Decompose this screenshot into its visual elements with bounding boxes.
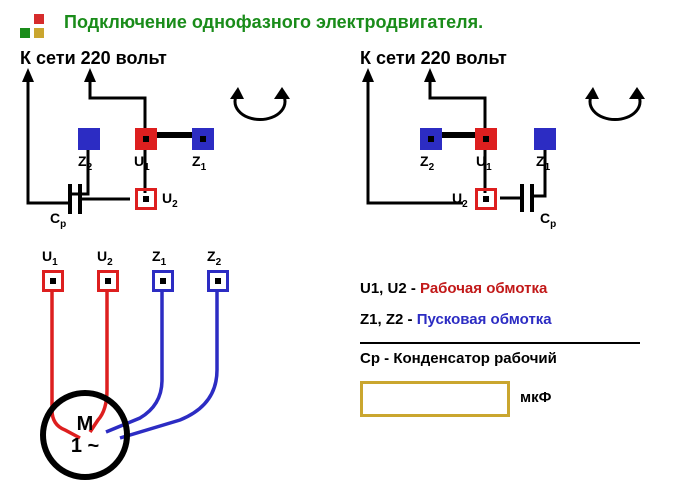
motor-term-z1 — [152, 270, 174, 292]
motor-symbol: M 1 ~ — [40, 390, 130, 480]
motor-line2: 1 ~ — [71, 435, 99, 457]
page-title: Подключение однофазного электродвигателя… — [64, 12, 483, 33]
motor-label-z1: Z1 — [152, 248, 166, 268]
label-cp-right: Cр — [540, 210, 556, 230]
label-z1-r: Z1 — [536, 153, 550, 173]
terminal-z1-right — [534, 128, 556, 150]
label-u1-r: U1 — [476, 153, 492, 173]
motor-term-z2 — [207, 270, 229, 292]
label-u2-r: U2 — [452, 190, 468, 210]
legend-row-starting: Z1, Z2 - Пусковая обмотка — [360, 311, 640, 328]
terminal-u1-right — [475, 128, 497, 150]
right-circuit-wires — [0, 48, 690, 228]
motor-label-z2: Z2 — [207, 248, 221, 268]
motor-line1: M — [77, 413, 94, 435]
label-z2-r: Z2 — [420, 153, 434, 173]
circuit-diagrams: К сети 220 вольт Z2 U1 Z1 U2 Cр К сети 2… — [0, 48, 690, 228]
legend-row-cap: Cр - Конденсатор рабочий — [360, 342, 640, 367]
legend-starting-prefix: Z1, Z2 - — [360, 311, 417, 328]
motor-terminals-area: U1 U2 Z1 Z2 M 1 ~ — [20, 250, 320, 480]
legend-row-working: U1, U2 - Рабочая обмотка — [360, 280, 640, 297]
legend-starting-text: Пусковая обмотка — [417, 311, 552, 328]
motor-term-u2 — [97, 270, 119, 292]
legend: U1, U2 - Рабочая обмотка Z1, Z2 - Пусков… — [360, 280, 640, 435]
terminal-z2-right — [420, 128, 442, 150]
legend-working-prefix: U1, U2 - — [360, 280, 420, 297]
legend-working-text: Рабочая обмотка — [420, 280, 547, 297]
motor-label-u2: U2 — [97, 248, 113, 268]
legend-unit: мкФ — [520, 389, 551, 406]
motor-label-u1: U1 — [42, 248, 58, 268]
capacitor-value-box — [360, 381, 510, 417]
motor-term-u1 — [42, 270, 64, 292]
legend-row-capbox: мкФ — [360, 381, 640, 421]
terminal-u2-right — [475, 188, 497, 210]
